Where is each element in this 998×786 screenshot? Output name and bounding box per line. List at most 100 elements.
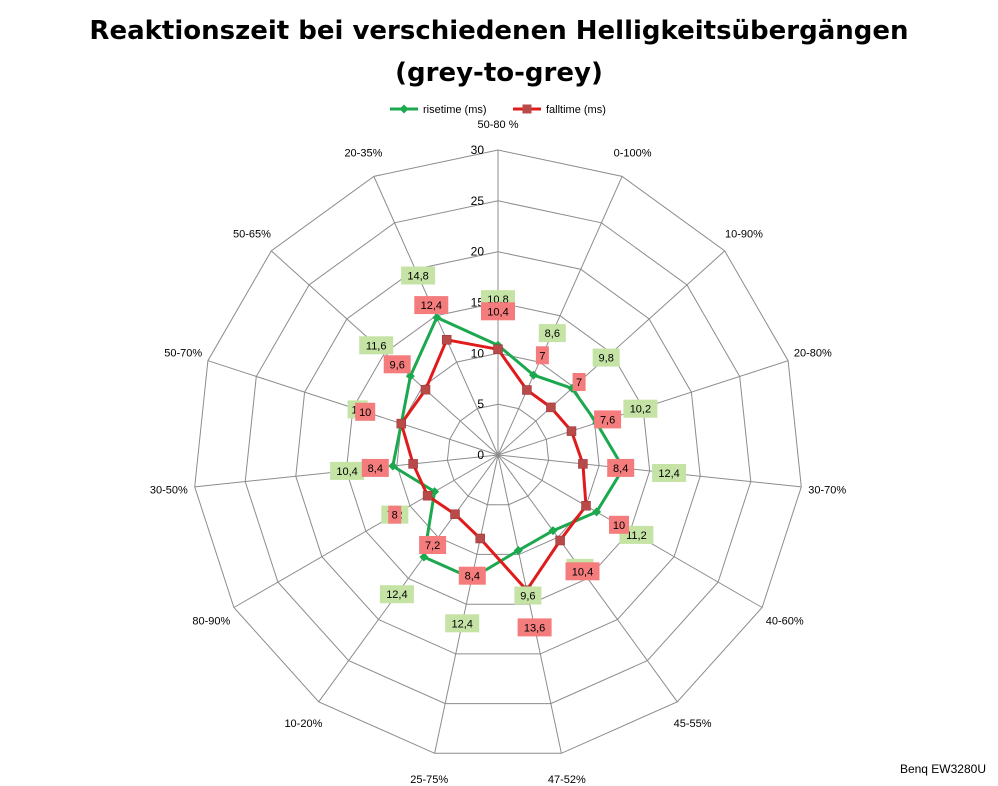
data-label-text: 11,2 (626, 530, 647, 542)
data-label: 10,4 (481, 302, 515, 321)
data-point (432, 313, 442, 323)
radial-tick-label: 15 (471, 296, 485, 310)
category-label: 30-70% (808, 485, 846, 497)
legend-marker (399, 104, 409, 114)
series-line-falltime (399, 338, 588, 592)
data-point (408, 459, 418, 469)
data-label-text: 10,4 (572, 566, 593, 578)
radial-axis-ticks: 0 5 10 15 20 25 30 (471, 143, 485, 462)
series-lines (388, 313, 628, 595)
data-label-box (330, 461, 365, 480)
data-label-text: 7 (576, 377, 582, 389)
data-label-text: 8,4 (465, 571, 480, 583)
data-label: 7 (572, 373, 586, 391)
data-label-box (414, 296, 449, 315)
data-label-text: 8,4 (368, 463, 383, 475)
category-label: 80-90% (192, 616, 230, 628)
data-label: 10 (609, 515, 629, 534)
data-point (581, 501, 591, 511)
radial-tick-label: 0 (477, 448, 484, 462)
data-label-text: 10 (613, 520, 625, 532)
data-label-text: 9,6 (520, 591, 535, 603)
data-point (548, 526, 558, 536)
data-label: 8 (388, 505, 402, 524)
data-label-text: 10 (359, 407, 371, 419)
data-point (430, 487, 440, 497)
data-point (475, 533, 485, 544)
data-label: 11,6 (359, 336, 394, 355)
data-point (388, 461, 398, 471)
data-point (493, 344, 503, 355)
data-label: 8,4 (607, 458, 635, 477)
data-label: 9,6 (514, 586, 542, 605)
data-label-text: 7,6 (600, 414, 615, 426)
data-label: 7,6 (594, 410, 622, 429)
data-label-box (517, 618, 552, 637)
data-label-text: 10,4 (336, 466, 357, 478)
legend-label: falltime (ms) (546, 104, 606, 116)
data-label: 12,4 (652, 464, 687, 482)
category-label: 50-70% (164, 348, 202, 360)
data-label-box (481, 302, 515, 321)
data-label: 12,4 (414, 296, 449, 315)
grid-spoke (497, 454, 802, 488)
data-label-text: 7,2 (425, 540, 440, 552)
data-label: 9,6 (383, 355, 411, 374)
data-label-box (419, 536, 447, 554)
data-label-box (361, 458, 389, 477)
data-point (441, 335, 452, 345)
radial-tick-label: 25 (471, 194, 485, 208)
data-label: 7,2 (419, 536, 447, 554)
data-label: 9,8 (592, 348, 620, 367)
data-point (450, 509, 460, 519)
credit-text: Benq EW3280U (899, 762, 986, 776)
radial-tick-label: 5 (477, 397, 484, 411)
legend-marker (522, 104, 532, 114)
grid-ring (295, 251, 701, 655)
grid-spoke (434, 454, 499, 754)
category-label: 50-65% (233, 229, 271, 241)
category-label: 40-60% (766, 616, 804, 628)
data-point (513, 545, 523, 555)
data-label-box (538, 324, 566, 343)
data-label-text: 10,4 (487, 306, 508, 318)
legend: risetime (ms) falltime (ms) (390, 104, 606, 116)
category-label: 0-100% (614, 148, 652, 160)
legend-item-falltime: falltime (ms) (513, 104, 606, 116)
data-label-box (514, 586, 542, 605)
data-label-text: 12,4 (421, 300, 442, 312)
grid-ring (446, 403, 550, 506)
data-point (396, 418, 407, 429)
data-label-box (594, 410, 622, 429)
data-label-text: 13,6 (524, 622, 545, 634)
data-point (566, 426, 577, 436)
data-label: 8,6 (538, 324, 566, 343)
data-point (578, 459, 588, 469)
chart-title-line-1: Reaktionszeit bei verschiedenen Helligke… (89, 16, 909, 46)
data-label-box (609, 515, 629, 534)
data-label-box (445, 614, 480, 633)
data-label: 7 (535, 346, 549, 365)
data-label-text: 7 (539, 350, 545, 362)
chart-title-line-2: (grey-to-grey) (395, 58, 603, 88)
data-label-text: 12,4 (658, 468, 679, 480)
data-label-text: 14,8 (407, 271, 428, 283)
data-label-text: 11,6 (366, 340, 387, 352)
data-point (529, 370, 539, 380)
data-label: 10,4 (330, 461, 365, 480)
data-point (555, 535, 565, 546)
data-label-text: 10,2 (630, 404, 651, 416)
data-label-text: 9,8 (599, 353, 614, 365)
data-label-text: 8,6 (545, 328, 560, 340)
data-label: 13,6 (517, 618, 552, 637)
radial-tick-label: 30 (471, 143, 485, 157)
data-point (405, 371, 415, 381)
data-label-box (572, 373, 586, 391)
data-label-box (652, 464, 687, 482)
category-label: 10-90% (725, 229, 763, 241)
data-point (422, 490, 433, 501)
data-label-text: 12,4 (386, 589, 407, 601)
data-point (522, 385, 532, 395)
data-label: 10,4 (565, 562, 600, 581)
